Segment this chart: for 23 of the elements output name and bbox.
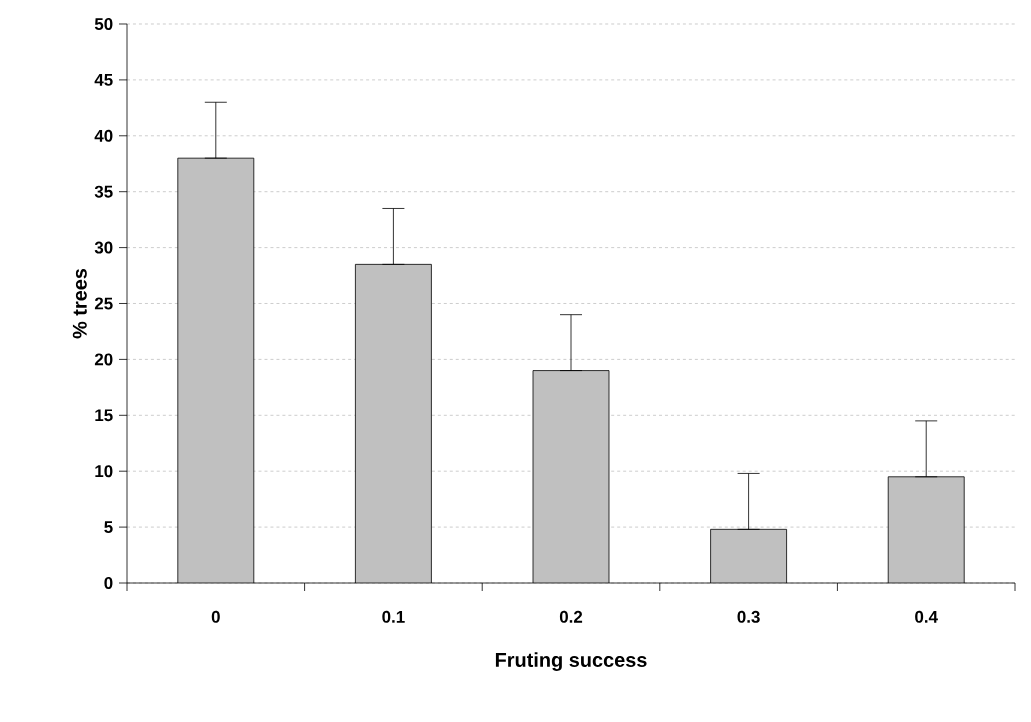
bar [887, 476, 965, 583]
x-axis-title: Fruting success [495, 652, 647, 672]
y-axis-title: % trees [72, 268, 87, 339]
x-tick-label: 0 [211, 610, 220, 623]
x-tick-label: 0.1 [382, 610, 405, 623]
bar [710, 529, 787, 583]
x-tick-label: 0.2 [559, 610, 583, 623]
y-tick-label: 40 [94, 129, 113, 142]
y-tick-label: 15 [95, 409, 113, 422]
y-tick-label: 35 [94, 185, 113, 198]
bar [355, 264, 432, 583]
y-tick-label: 5 [104, 521, 113, 534]
x-tick-label: 0.3 [737, 610, 760, 623]
bar [533, 370, 609, 583]
bar [177, 158, 254, 583]
x-tick-label: 0.4 [915, 610, 938, 623]
y-tick-label: 30 [94, 241, 113, 254]
y-tick-label: 25 [94, 297, 113, 310]
y-tick-label: 45 [94, 73, 113, 86]
y-tick-label: 50 [94, 17, 113, 30]
y-tick-label: 0 [104, 577, 113, 589]
y-tick-label: 10 [95, 465, 113, 478]
y-tick-label: 20 [94, 353, 113, 366]
